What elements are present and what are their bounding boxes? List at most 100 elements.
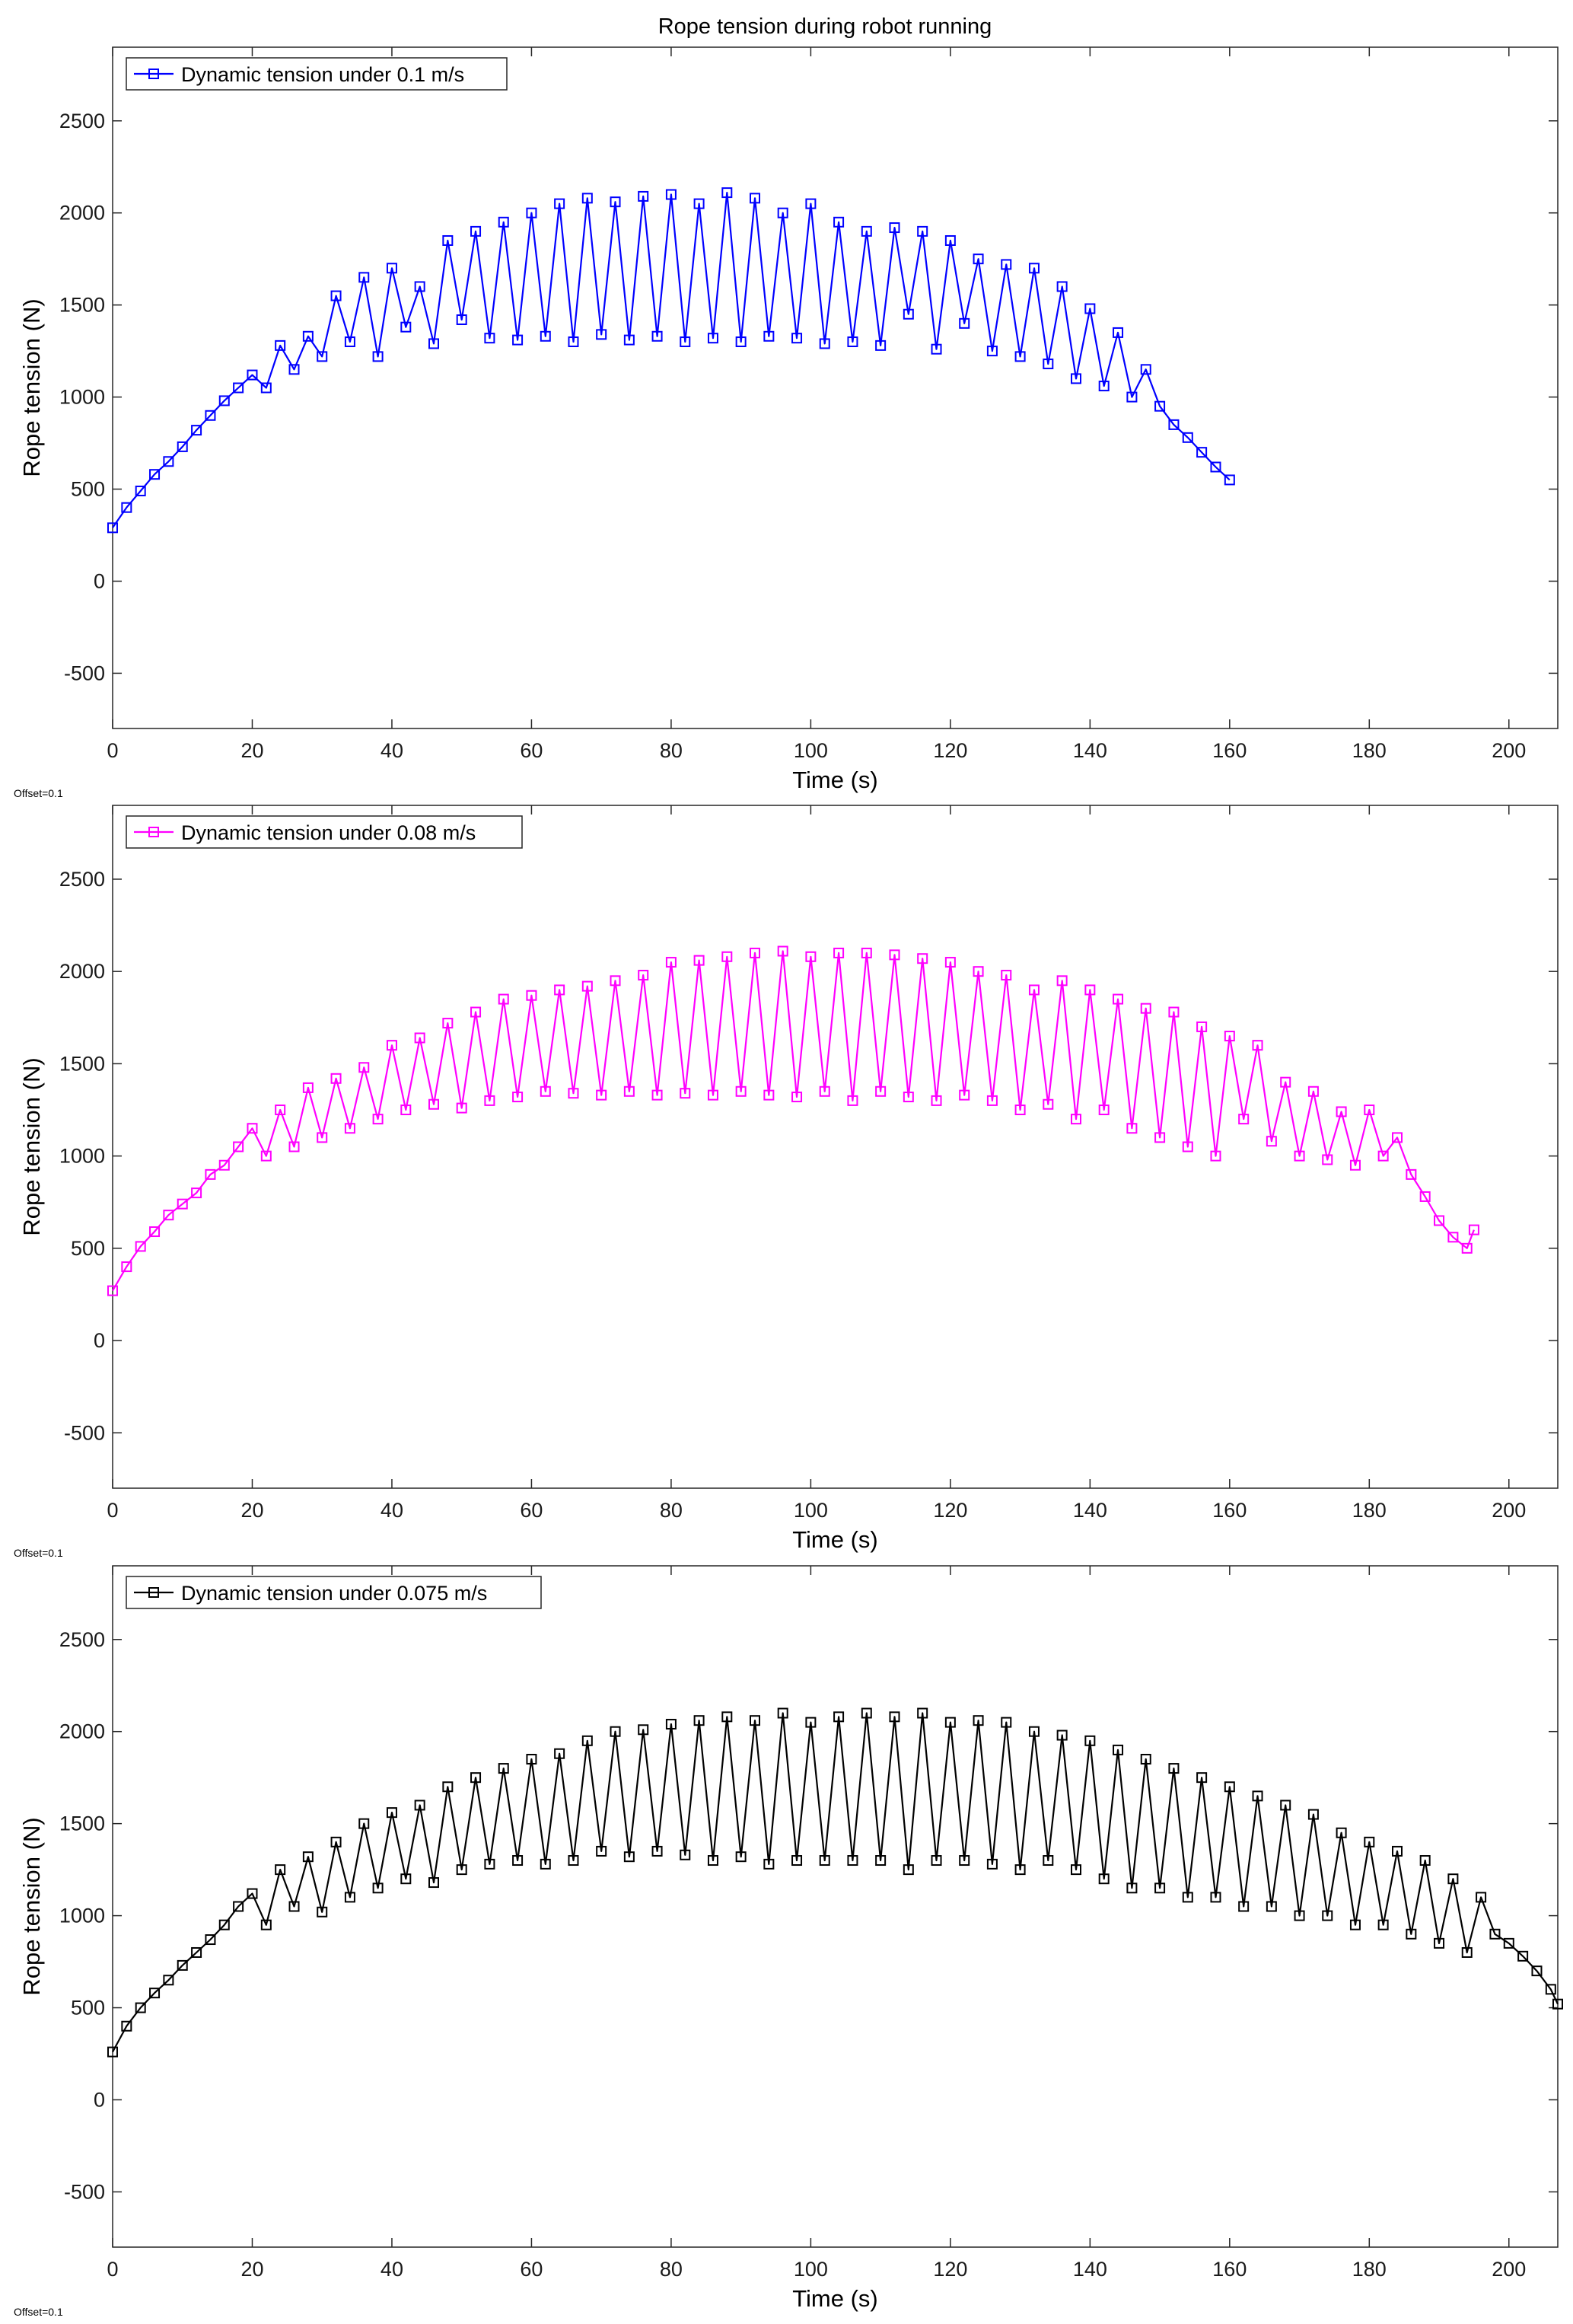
data-point-marker [526, 990, 537, 1001]
x-tick-label: 160 [1212, 739, 1247, 762]
x-tick-label: 0 [107, 1499, 118, 1522]
data-point-marker [177, 1959, 188, 1971]
data-point-marker [777, 945, 788, 957]
chart-panel: 0 20 40 60 80 100 120 140 160 180 200 -500 0 500 1000 1… [14, 1565, 1563, 2318]
data-point-marker [750, 947, 760, 958]
data-point-marker [302, 330, 314, 342]
data-point-marker [959, 317, 970, 329]
data-point-marker [1113, 327, 1124, 338]
data-point-marker [931, 343, 942, 355]
x-tick-label: 40 [381, 739, 403, 762]
data-point-marker [442, 234, 454, 246]
data-point-marker [707, 333, 718, 344]
data-point-marker [372, 351, 384, 362]
y-tick-label: 2000 [59, 1720, 105, 1743]
x-tick-label: 200 [1492, 2258, 1526, 2281]
x-tick-label: 60 [520, 739, 543, 762]
data-point-marker [847, 1855, 858, 1867]
data-point-marker [191, 1946, 202, 1958]
data-point-marker [610, 196, 621, 208]
data-point-marker [638, 1724, 649, 1736]
y-tick-label: 0 [94, 2088, 105, 2111]
data-point-marker [1140, 364, 1151, 375]
data-point-marker [568, 336, 579, 348]
data-point-marker [903, 1864, 914, 1876]
data-point-marker [791, 1855, 803, 1867]
data-point-marker [414, 1800, 425, 1811]
data-point-marker [833, 1711, 845, 1723]
data-point-marker [149, 469, 161, 480]
data-point-marker [1210, 1892, 1221, 1903]
x-tick-label: 120 [933, 2258, 967, 2281]
data-point-marker [414, 281, 425, 292]
data-point-marker [819, 1855, 830, 1867]
data-point-marker [317, 351, 328, 362]
data-point-marker [135, 1241, 146, 1252]
x-tick-label: 40 [381, 1499, 403, 1522]
data-point-marker [260, 1919, 272, 1930]
data-point-marker [1196, 1021, 1208, 1032]
data-point-marker [680, 1088, 691, 1099]
data-point-marker [218, 1159, 230, 1171]
series-line [112, 192, 1231, 528]
data-point-marker [1364, 1105, 1375, 1116]
data-point-marker [1071, 1114, 1081, 1125]
data-point-marker [177, 441, 188, 452]
data-point-marker [1028, 984, 1040, 996]
data-point-marker [596, 1089, 607, 1101]
data-point-marker [484, 1858, 495, 1870]
data-point-marker [1392, 1845, 1403, 1857]
data-point-marker [540, 1858, 551, 1870]
data-point-marker [1140, 1753, 1151, 1765]
data-point-marker [1349, 1159, 1361, 1171]
data-point-marker [1364, 1836, 1375, 1847]
x-axis-label: Time (s) [792, 2285, 878, 2312]
data-point-marker [1238, 1114, 1250, 1125]
data-point-marker [135, 485, 146, 496]
x-tick-label: 20 [240, 739, 263, 762]
legend-label: Dynamic tension under 0.075 m/s [181, 1582, 487, 1605]
data-point-marker [875, 340, 887, 351]
data-point-marker [149, 1226, 161, 1238]
x-tick-label: 0 [107, 739, 118, 762]
data-point-marker [651, 1089, 663, 1101]
data-point-marker [777, 1707, 788, 1719]
x-tick-label: 20 [240, 1499, 263, 1522]
data-point-marker [275, 1105, 286, 1116]
data-point-marker [1545, 1984, 1556, 1995]
data-point-marker [1014, 1864, 1026, 1876]
data-point-marker [1154, 1882, 1166, 1894]
data-point-marker [135, 2002, 146, 2013]
data-point-marker [358, 272, 370, 283]
data-point-marker [1377, 1150, 1389, 1162]
data-point-marker [1056, 281, 1068, 292]
data-point-marker [833, 216, 845, 228]
data-point-marker [358, 1818, 370, 1829]
data-point-marker [1182, 432, 1193, 443]
data-point-marker [889, 949, 900, 961]
y-tick-label: 1500 [59, 1812, 105, 1835]
x-tick-label: 80 [660, 2258, 683, 2281]
data-point-marker [581, 980, 593, 992]
data-point-marker [1224, 1781, 1235, 1793]
data-point-marker [470, 1006, 482, 1018]
data-point-marker [1168, 1763, 1180, 1774]
data-point-marker [721, 1711, 733, 1723]
data-point-marker [1001, 1717, 1012, 1728]
data-point-marker [623, 1851, 635, 1863]
data-point-marker [512, 1092, 524, 1103]
data-point-marker [1531, 1965, 1543, 1977]
data-point-marker [735, 1085, 747, 1097]
data-point-marker [1098, 1873, 1110, 1885]
x-tick-label: 20 [240, 2258, 263, 2281]
data-point-marker [1224, 1031, 1235, 1042]
y-tick-label: 500 [71, 478, 105, 501]
y-tick-label: 2500 [59, 110, 105, 132]
legend-marker-sample [148, 827, 159, 837]
data-point-marker [428, 1877, 439, 1889]
plot-area [112, 805, 1559, 1489]
data-point-marker [665, 957, 677, 968]
data-point-marker [288, 1901, 300, 1912]
data-point-marker [1043, 1098, 1054, 1110]
data-point-marker [344, 1892, 355, 1903]
